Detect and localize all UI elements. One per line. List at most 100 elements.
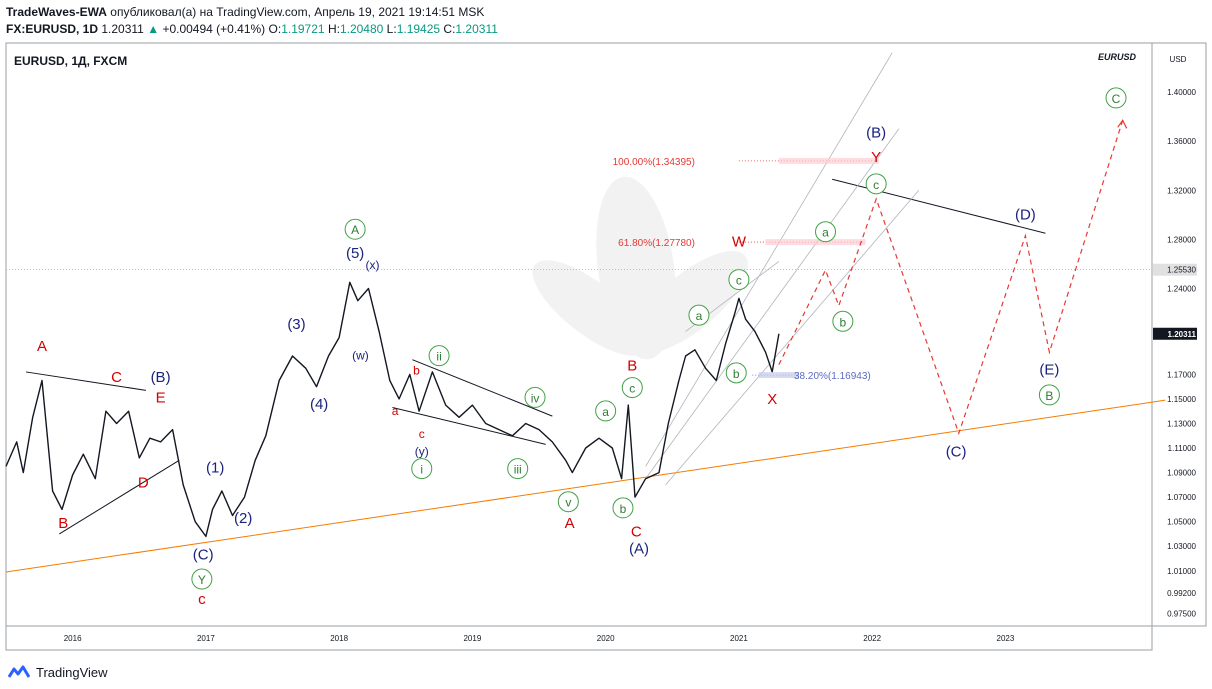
fib-zone: [778, 157, 879, 164]
x-tick-label: 2018: [330, 634, 348, 643]
trendline: [392, 407, 546, 445]
y-axis-ticks: 1.40000 1.36000 1.32000 1.28000 1.24000 1.170…: [1167, 88, 1196, 619]
x-tick-label: 2021: [730, 634, 748, 643]
fib-levels: 100.00%(1.34395) 61.80%(1.27780) 38.20%(1.…: [613, 157, 879, 382]
wave-circle: [191, 568, 213, 590]
x-tick-label: 2017: [197, 634, 215, 643]
wave-label: (2): [234, 510, 252, 527]
symbol-line: FX:EURUSD, 1D 1.20311 ▲ +0.00494 (+0.41%…: [6, 21, 1206, 38]
y-axis-unit: USD: [1170, 55, 1187, 64]
wave-label: (C): [946, 444, 967, 461]
wave-label: C: [111, 369, 122, 386]
chart-title: EURUSD, 1Д, FXCM: [14, 54, 127, 68]
y-tick-label: 1.03000: [1167, 542, 1196, 551]
wave-label: (5): [346, 245, 364, 262]
open-label: O:: [268, 22, 282, 36]
wave-label: X: [767, 391, 777, 408]
wave-label: A: [351, 223, 359, 237]
wave-label: a: [602, 405, 609, 419]
wave-label: c: [419, 427, 425, 441]
fib-zone: [758, 372, 799, 379]
wave-label: B: [1045, 389, 1053, 403]
x-axis-ticks: 2016 2017 2018 2019 2020 2021 2022 2023: [64, 634, 1015, 643]
projection-path: [778, 119, 1128, 436]
level-badge: [1153, 263, 1197, 276]
wave-label: E: [156, 390, 166, 407]
wave-label: (3): [287, 316, 305, 333]
wave-label: (1): [206, 460, 224, 477]
wave-labels: A B C (B) E D (C) Yc (1) (2) (3) (4) A (5)(x) (w) b ii a c…: [37, 87, 1127, 608]
x-tick-label: 2023: [997, 634, 1015, 643]
wave-circle: [815, 221, 837, 243]
time-axis-frame: [5, 625, 1153, 651]
y-tick-label: 1.28000: [1167, 235, 1196, 244]
wave-label: v: [565, 496, 571, 510]
wave-label: Y: [198, 573, 206, 587]
high-value: 1.20480: [339, 22, 384, 36]
wave-label: b: [620, 502, 627, 516]
wave-label: (x): [365, 258, 379, 272]
wave-label: B: [627, 358, 637, 375]
wave-label: c: [629, 382, 635, 396]
level-badge-label: 1.25530: [1167, 266, 1196, 275]
wave-label: c: [198, 591, 206, 608]
fib-label: 38.20%(1.16943): [794, 371, 871, 382]
tradingview-brand[interactable]: TradingView: [36, 664, 108, 680]
chart-area[interactable]: EURUSD, 1Д, FXCM EURUSD USD 1.40000 1.360…: [0, 40, 1212, 660]
y-tick-label: 1.32000: [1167, 186, 1196, 195]
wave-circle: [1038, 384, 1060, 406]
wave-label: (E): [1039, 361, 1059, 378]
tradingview-footer[interactable]: TradingView: [8, 662, 108, 682]
y-tick-label: 0.97500: [1167, 610, 1196, 619]
wave-circle: [725, 362, 747, 384]
price-badges: 1.25530 1.20311: [6, 263, 1197, 340]
tradingview-logo-icon: [8, 665, 30, 678]
wave-circle: [688, 304, 710, 326]
y-tick-label: 1.36000: [1167, 137, 1196, 146]
fib-label: 100.00%(1.34395): [613, 157, 695, 168]
low-value: 1.19425: [396, 22, 441, 36]
y-tick-label: 1.24000: [1167, 284, 1196, 293]
x-tick-label: 2019: [463, 634, 481, 643]
channel-line: [645, 128, 900, 479]
wave-circle: [411, 458, 433, 480]
wave-circle: [1105, 87, 1127, 109]
y-tick-label: 0.99200: [1167, 589, 1196, 598]
watermark-leaves: [532, 176, 749, 360]
last-price: 1.20311: [101, 22, 144, 36]
y-tick-label: 1.01000: [1167, 567, 1196, 576]
x-tick-label: 2022: [863, 634, 881, 643]
open-value: 1.19721: [281, 22, 325, 36]
wave-label: W: [732, 234, 747, 251]
publish-line: TradeWaves-EWA опубликовал(а) на Trading…: [6, 4, 1206, 21]
y-tick-label: 1.05000: [1167, 518, 1196, 527]
wave-label: a: [822, 226, 829, 240]
plot-frame: [5, 42, 1153, 627]
y-tick-label: 1.13000: [1167, 419, 1196, 428]
projection-arrowhead: [1117, 119, 1128, 129]
wave-label: ii: [436, 350, 441, 364]
price-line: [5, 281, 780, 538]
wave-label: (B): [151, 369, 171, 386]
y-tick-label: 1.11000: [1168, 444, 1197, 453]
wave-label: (y): [415, 444, 429, 458]
wave-label: B: [58, 515, 68, 532]
wave-label: c: [736, 274, 742, 288]
wave-label: A: [37, 338, 47, 355]
wave-circle: [612, 497, 634, 519]
price-chart[interactable]: EURUSD, 1Д, FXCM EURUSD USD 1.40000 1.360…: [0, 40, 1212, 660]
wave-circle: [428, 345, 450, 367]
wave-label: b: [840, 315, 847, 329]
wave-circle: [595, 400, 617, 422]
y-tick-label: 1.15000: [1167, 395, 1196, 404]
high-label: H:: [327, 22, 340, 36]
last-price-label: 1.20311: [1168, 330, 1197, 339]
y-tick-label: 1.40000: [1167, 88, 1196, 97]
last-price-badge: [1153, 327, 1197, 340]
wave-label: (B): [866, 125, 886, 142]
wave-label: Y: [871, 149, 881, 166]
wave-label: C: [631, 523, 642, 540]
wave-circle: [832, 310, 854, 332]
price-series: [5, 281, 780, 538]
publisher-name[interactable]: TradeWaves-EWA: [6, 5, 107, 19]
